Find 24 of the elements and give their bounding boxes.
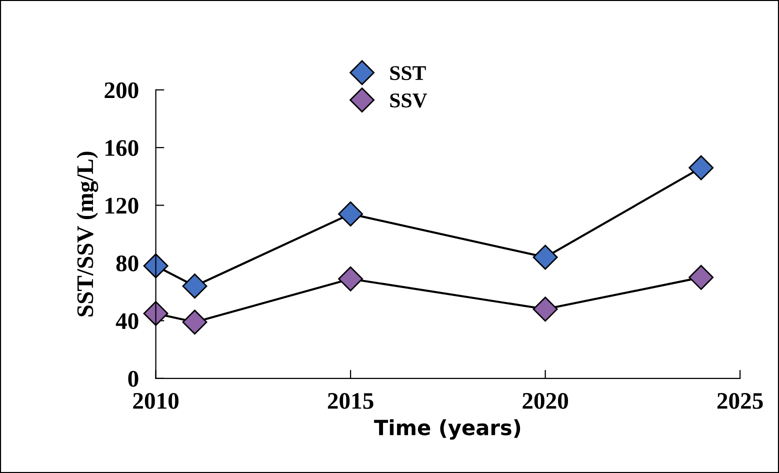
y-axis-title: SST/SSV (mg/L) xyxy=(76,152,98,316)
x-axis-title: Time (years) xyxy=(374,419,520,440)
y-tick-label: 200 xyxy=(104,82,138,98)
point xyxy=(532,244,558,270)
legend-label: SSV xyxy=(390,93,428,108)
y-tick-label: 40 xyxy=(116,313,138,330)
point xyxy=(688,155,714,180)
point xyxy=(182,274,208,299)
y-tick-label: 120 xyxy=(106,198,138,214)
x-tick-label: 2025 xyxy=(717,392,763,409)
point xyxy=(143,301,168,326)
x-tick-label: 2020 xyxy=(522,392,568,409)
point xyxy=(182,310,208,335)
y-tick-label: 160 xyxy=(106,140,138,156)
y-tick-label: 80 xyxy=(116,255,138,272)
point xyxy=(143,253,168,278)
point xyxy=(338,201,364,226)
point xyxy=(338,266,364,292)
point xyxy=(532,296,558,322)
x-tick-label: 2010 xyxy=(133,392,179,409)
point xyxy=(688,264,714,290)
y-tick-label: 0 xyxy=(128,370,138,387)
legend-label: SST xyxy=(390,66,426,80)
x-tick-label: 2015 xyxy=(328,392,374,409)
